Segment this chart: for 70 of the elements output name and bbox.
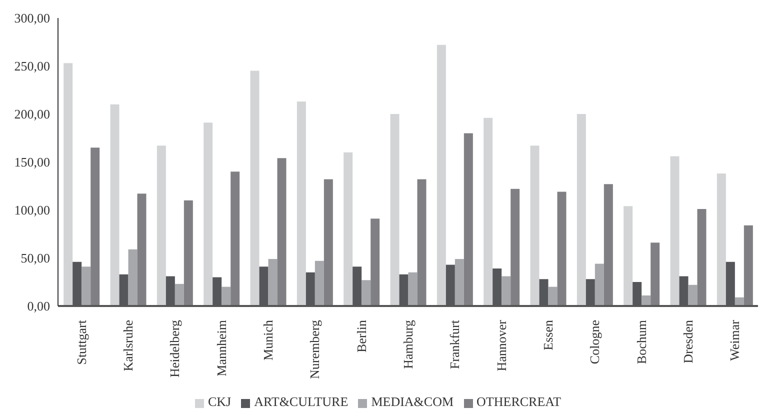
x-tick-label: Munich [260, 320, 276, 360]
x-tick-label: Mannheim [214, 320, 229, 376]
bar [530, 146, 540, 306]
legend-label: OTHERCREAT [476, 394, 562, 409]
x-tick-label: Karlsruhe [120, 320, 136, 372]
bar [204, 122, 213, 306]
bar [250, 70, 260, 306]
bar [230, 172, 240, 306]
bar [314, 260, 324, 306]
bar [650, 242, 660, 306]
bar [697, 209, 706, 306]
x-tick-label: Berlin [354, 320, 369, 352]
x-tick-label: Stuttgart [74, 320, 89, 365]
x-tick-label: Bochum [634, 320, 649, 364]
bar [502, 276, 511, 306]
bar [624, 206, 633, 306]
bar [454, 258, 464, 306]
bar [484, 118, 493, 306]
bar [510, 188, 520, 306]
bar [110, 104, 120, 306]
x-tick-label: Nuremberg [307, 320, 322, 379]
bar [557, 192, 566, 306]
y-tick-label: 50,00 [20, 250, 50, 266]
bar [436, 44, 446, 306]
bar [670, 156, 680, 306]
x-tick-label: Essen [540, 320, 556, 350]
bar [184, 200, 193, 306]
bar [324, 179, 333, 306]
x-tick-label: Dresden [680, 320, 696, 364]
bar [296, 102, 306, 306]
bar [688, 284, 698, 306]
bar [344, 152, 353, 306]
bar [64, 63, 73, 306]
x-tick-label: Hannover [494, 319, 509, 372]
x-tick-label: Frankfurt [447, 320, 462, 370]
bar [370, 218, 380, 306]
y-tick-label: 200,00 [14, 106, 50, 122]
x-tick-label: Hamburg [400, 320, 416, 369]
bar [268, 258, 278, 306]
bar [90, 148, 100, 306]
x-tick-label: Heidelberg [167, 320, 182, 378]
y-tick-label: 150,00 [14, 154, 50, 170]
y-tick-label: 300,00 [14, 10, 50, 26]
bar [576, 114, 586, 306]
bar [744, 225, 753, 306]
bar [390, 114, 400, 306]
x-tick-label: Cologne [587, 320, 602, 364]
bar [594, 264, 604, 306]
bar [604, 184, 613, 306]
bar [128, 249, 138, 306]
bar [464, 133, 473, 306]
y-tick-label: 0,00 [27, 298, 50, 314]
bar [82, 266, 91, 306]
bar [417, 179, 426, 306]
bar [277, 158, 286, 306]
legend-label: MEDIA&COM [371, 394, 454, 409]
bar [716, 174, 726, 306]
bar [137, 194, 146, 306]
bar [174, 284, 184, 306]
bar [222, 286, 231, 306]
y-tick-label: 100,00 [14, 202, 50, 218]
y-tick-label: 250,00 [14, 58, 50, 74]
bar [642, 295, 651, 306]
bar [548, 286, 558, 306]
legend-label: CKJ [208, 394, 232, 409]
bar [156, 146, 166, 306]
bar [362, 280, 371, 306]
x-tick-label: Weimar [727, 319, 742, 361]
legend-label: ART&CULTURE [254, 394, 348, 409]
bar [408, 272, 418, 306]
